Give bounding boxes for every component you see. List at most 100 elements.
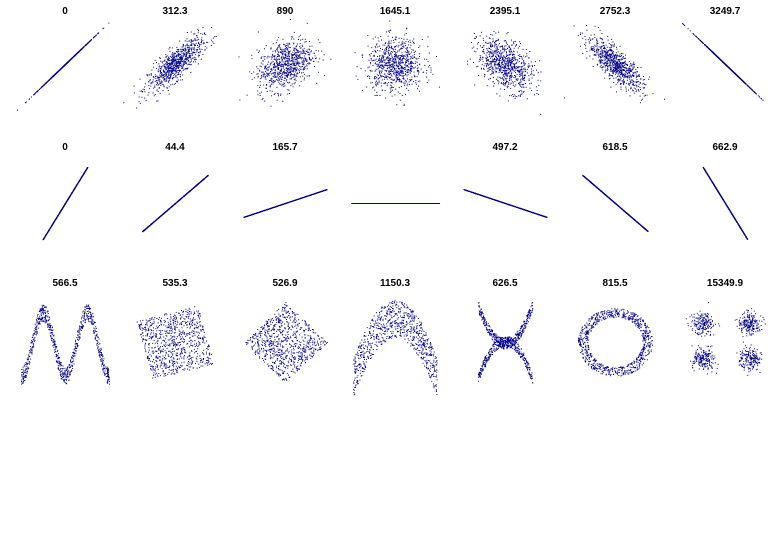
scatter-point <box>506 54 508 56</box>
scatter-point <box>495 51 497 53</box>
scatter-point <box>278 36 280 38</box>
scatter-point <box>283 82 285 84</box>
scatter-point <box>620 88 622 90</box>
scatter-point <box>610 86 612 88</box>
scatter-point <box>173 59 175 61</box>
scatter-point <box>381 39 382 41</box>
scatter-point <box>171 60 173 62</box>
scatter-point <box>620 77 622 79</box>
scatter-point <box>627 76 629 78</box>
scatter-point <box>276 79 277 81</box>
scatter-point <box>159 68 161 69</box>
scatter-point <box>614 63 616 65</box>
scatter-point <box>413 38 415 40</box>
scatter-point <box>504 76 506 78</box>
scatter-point <box>154 59 156 61</box>
scatter-point <box>293 31 295 33</box>
scatter-point <box>272 83 274 85</box>
scatter-point <box>196 50 198 52</box>
scatter-point <box>493 54 495 56</box>
scatter-point <box>573 25 575 27</box>
scatter-point <box>505 79 507 81</box>
scatter-point <box>500 88 502 90</box>
scatter-point <box>410 56 412 58</box>
scatter-point <box>178 53 180 55</box>
scatter-point <box>496 63 498 65</box>
scatter-point <box>490 62 492 64</box>
scatter-point <box>395 60 397 62</box>
scatter-point <box>600 57 602 59</box>
scatter-point <box>428 66 430 68</box>
scatter-point <box>401 61 403 63</box>
scatter-point <box>167 80 169 82</box>
scatter-point <box>377 82 379 84</box>
scatter-point <box>612 56 614 58</box>
scatter-point <box>599 37 601 39</box>
scatter-point <box>614 64 616 66</box>
scatter-point <box>58 70 60 72</box>
scatter-point <box>605 56 606 58</box>
scatter-point <box>526 53 528 55</box>
scatter-point <box>582 37 584 39</box>
scatter-point <box>138 96 140 98</box>
scatter-point <box>173 54 175 56</box>
scatter-point <box>164 60 166 62</box>
scatter-point <box>296 49 298 51</box>
scatter-point <box>384 76 386 78</box>
scatter-point <box>398 61 400 63</box>
scatter-point <box>392 48 394 50</box>
scatter-point <box>407 59 409 61</box>
scatter-point <box>489 66 491 68</box>
scatter-point <box>494 59 496 61</box>
scatter-point <box>398 73 400 75</box>
scatter-point <box>290 64 292 65</box>
scatter-point <box>163 63 165 65</box>
scatter-point <box>494 41 496 42</box>
scatter-point <box>281 73 283 75</box>
scatter-point <box>500 54 502 56</box>
scatter-point <box>394 60 396 62</box>
scatter-point <box>372 55 374 57</box>
scatter-point <box>274 71 276 73</box>
scatter-point <box>152 92 154 94</box>
scatter-point <box>187 48 189 50</box>
scatter-point <box>35 92 37 94</box>
scatter-point <box>162 89 164 91</box>
scatter-point <box>282 83 284 85</box>
scatter-point <box>94 36 96 37</box>
scatter-point <box>308 57 310 59</box>
scatter-point <box>605 69 607 71</box>
scatter-point <box>160 66 162 68</box>
scatter-point <box>181 57 183 59</box>
scatter-point <box>285 56 287 58</box>
scatter-point <box>290 78 292 80</box>
scatter-point <box>486 51 488 53</box>
scatter-point <box>282 64 284 66</box>
scatter-point <box>199 48 201 50</box>
scatter-point <box>631 70 633 72</box>
scatter-point <box>357 78 359 80</box>
scatter-point <box>417 88 418 90</box>
scatter-point <box>290 68 292 70</box>
scatter-point <box>375 78 377 80</box>
scatter-point <box>607 54 609 56</box>
scatter-point <box>628 84 630 86</box>
scatter-point <box>174 53 176 55</box>
scatter-point <box>260 78 262 79</box>
scatter-point <box>513 41 514 43</box>
scatter-point <box>577 35 579 37</box>
scatter-point <box>500 50 502 52</box>
scatter-point <box>632 79 634 81</box>
scatter-point <box>292 74 294 75</box>
scatter-point <box>167 75 169 77</box>
scatter-point <box>165 74 167 76</box>
scatter-point <box>183 63 185 65</box>
scatter-point <box>377 64 379 66</box>
scatter-point <box>271 78 273 80</box>
scatter-point <box>386 76 388 77</box>
scatter-point <box>265 72 267 74</box>
scatter-point <box>522 91 524 93</box>
scatter-point <box>168 67 170 69</box>
scatter-point <box>617 59 619 60</box>
scatter-point <box>163 71 165 73</box>
